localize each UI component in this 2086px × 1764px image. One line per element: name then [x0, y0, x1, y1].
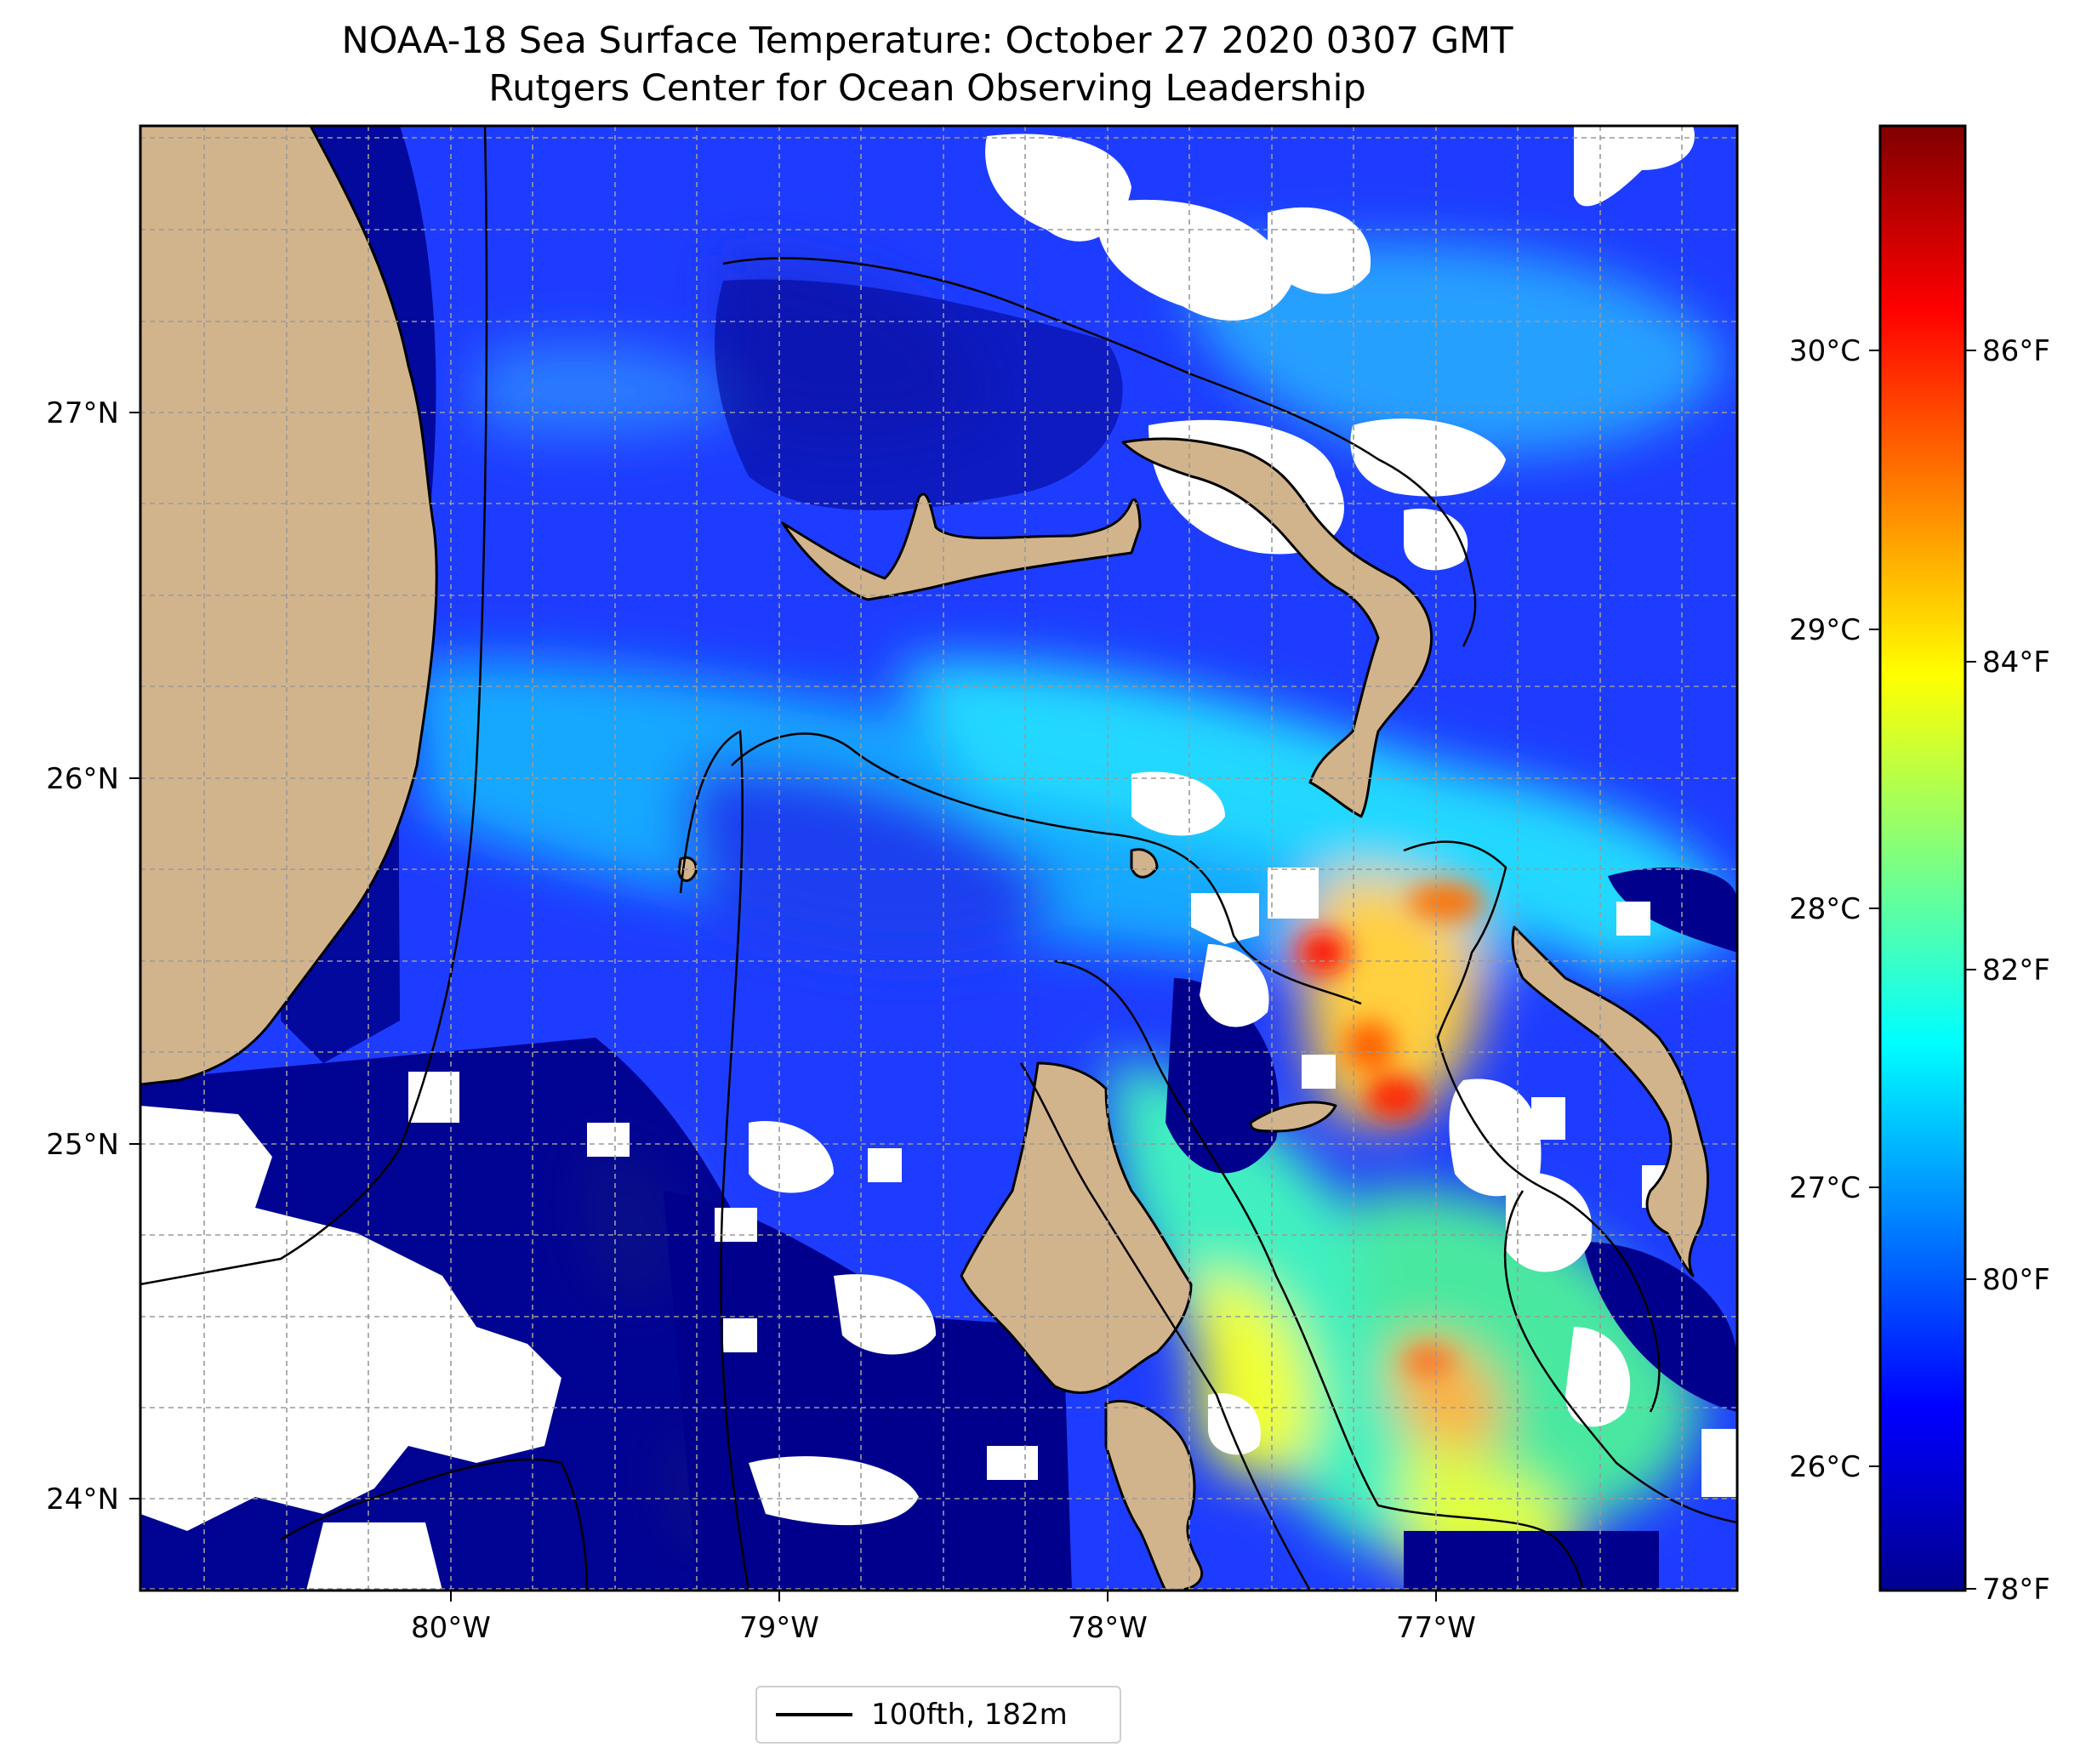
eleuthera: [1511, 925, 1709, 1277]
lat-ticks: [129, 412, 140, 1499]
lon-label-77w: 77°W: [1396, 1611, 1476, 1645]
new-providence: [1249, 1101, 1337, 1133]
legend-label: 100fth, 182m: [871, 1698, 1068, 1732]
colorbar-f-82: 82°F: [1982, 953, 2050, 987]
colorbar-celsius-ticks: [1869, 350, 1880, 1467]
andros-south: [1104, 1399, 1204, 1590]
colorbar-f-80: 80°F: [1982, 1263, 2050, 1297]
great-abaco: [1121, 437, 1433, 818]
colorbar-f-86: 86°F: [1982, 334, 2050, 368]
florida: [140, 126, 438, 1086]
isobath-100fth: [140, 126, 1737, 1590]
map-frame: [139, 124, 1739, 1592]
colorbar-c-27: 27°C: [1789, 1171, 1861, 1205]
colorbar-f-78: 78°F: [1982, 1573, 2050, 1607]
colorbar-c-30: 30°C: [1789, 334, 1861, 368]
colorbar-c-29: 29°C: [1789, 613, 1861, 647]
lat-label-25: 25°N: [46, 1128, 119, 1162]
colorbar-fahrenheit-ticks: [1965, 350, 1976, 1590]
berry-islands: [1130, 848, 1159, 879]
lon-label-78w: 78°W: [1068, 1611, 1148, 1645]
chart-title: NOAA-18 Sea Surface Temperature: October…: [341, 20, 1513, 62]
lat-label-26: 26°N: [46, 762, 119, 796]
colorbar-f-84: 84°F: [1982, 646, 2050, 680]
legend-line-swatch: [776, 1713, 852, 1716]
lon-label-80w: 80°W: [411, 1611, 491, 1645]
legend: 100fth, 182m: [755, 1686, 1121, 1744]
colorbar-c-28: 28°C: [1789, 892, 1861, 926]
map-area: [140, 126, 1737, 1590]
lat-label-27: 27°N: [46, 396, 119, 430]
andros-north: [960, 1061, 1193, 1394]
grand-bahama: [781, 492, 1142, 601]
sst-hotspots: [1297, 883, 1485, 1376]
lon-label-79w: 79°W: [739, 1611, 819, 1645]
colorbar: [1878, 124, 1967, 1592]
colorbar-c-26: 26°C: [1789, 1450, 1861, 1484]
lat-label-24: 24°N: [46, 1482, 119, 1516]
lon-ticks: [450, 1590, 1437, 1602]
chart-subtitle: Rutgers Center for Ocean Observing Leade…: [488, 67, 1366, 110]
graticule: [140, 126, 1737, 1590]
